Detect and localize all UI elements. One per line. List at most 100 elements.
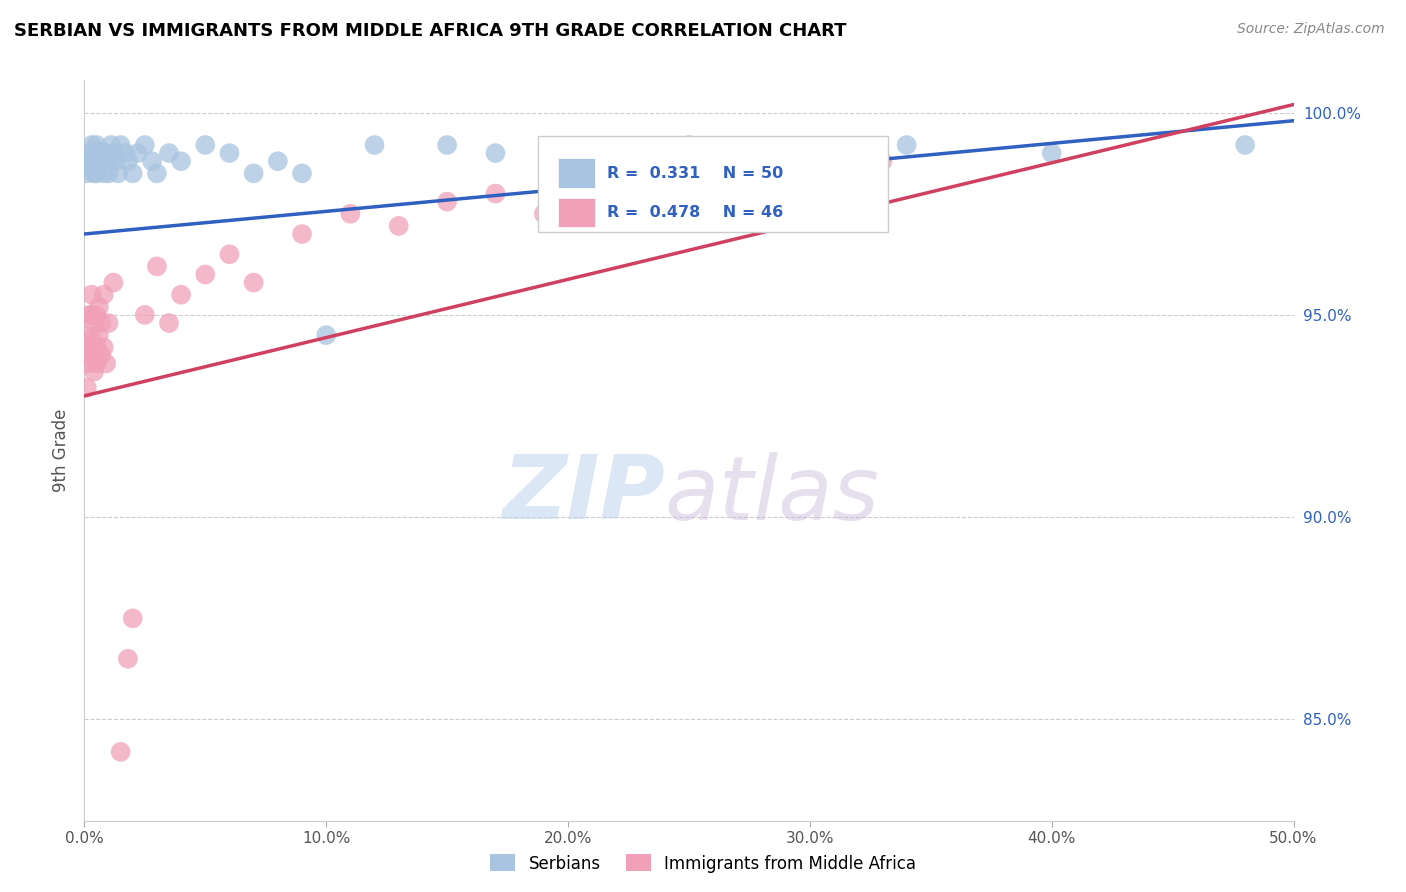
Point [86,166,108,180]
Point [114,146,136,161]
Point [86,138,108,153]
Point [157,146,180,161]
Text: R =  0.478    N = 46: R = 0.478 N = 46 [607,205,783,219]
Point [267,154,290,169]
Point [872,154,894,169]
Point [104,154,127,169]
Text: atlas: atlas [665,452,880,538]
Point [86,154,108,169]
Point [87,158,110,172]
Text: ZIP: ZIP [502,451,665,539]
Point [194,138,217,153]
Point [146,166,169,180]
Point [93,287,115,301]
Point [80,154,103,169]
Point [107,166,129,180]
Point [83,166,105,180]
Point [94,146,117,161]
Point [725,186,748,201]
Point [146,260,169,274]
Point [110,745,132,759]
Point [775,146,797,161]
Point [90,348,112,362]
Point [93,154,115,169]
Point [76,381,98,395]
Point [77,340,100,354]
Point [363,138,385,153]
Point [100,138,122,153]
Point [103,146,125,161]
Point [97,316,120,330]
Y-axis label: 9th Grade: 9th Grade [52,409,70,492]
Point [134,308,156,322]
Point [315,328,337,343]
Point [77,356,100,370]
Point [218,247,240,261]
Point [484,186,506,201]
Point [83,365,105,379]
Point [87,328,110,343]
Point [127,146,149,161]
Point [103,276,125,290]
Point [291,227,314,241]
Point [80,138,103,153]
Point [1234,138,1257,153]
Point [678,166,700,180]
Point [194,268,217,282]
Point [218,146,240,161]
Point [97,166,120,180]
Point [242,166,264,180]
Point [388,219,411,233]
Text: Source: ZipAtlas.com: Source: ZipAtlas.com [1237,22,1385,37]
Point [134,138,156,153]
Text: R =  0.331    N = 50: R = 0.331 N = 50 [607,166,783,181]
Point [76,328,98,343]
Point [436,138,458,153]
Point [557,146,579,161]
Point [630,194,652,209]
Point [533,207,555,221]
Point [121,166,143,180]
Point [242,276,264,290]
FancyBboxPatch shape [558,159,595,188]
Point [83,146,105,161]
Point [110,138,132,153]
Point [83,316,105,330]
Point [77,308,100,322]
Point [97,154,120,169]
Point [484,146,506,161]
Point [83,154,105,169]
Point [83,348,105,362]
Point [86,356,108,370]
Point [80,332,103,346]
FancyBboxPatch shape [538,136,889,232]
Point [94,356,117,370]
Point [117,154,139,169]
Point [678,138,700,153]
Point [87,300,110,314]
Point [170,287,193,301]
Legend: Serbians, Immigrants from Middle Africa: Serbians, Immigrants from Middle Africa [484,847,922,880]
FancyBboxPatch shape [558,197,595,227]
Point [291,166,314,180]
Point [799,178,821,193]
Point [141,154,163,169]
Point [93,166,115,180]
Point [86,308,108,322]
Point [90,154,112,169]
Point [80,287,103,301]
Point [1040,146,1063,161]
Point [86,340,108,354]
Point [121,611,143,625]
Point [76,166,98,180]
Point [339,207,361,221]
Point [90,316,112,330]
Point [581,178,603,193]
Point [896,138,918,153]
Point [157,316,180,330]
Point [170,154,193,169]
Point [436,194,458,209]
Point [117,652,139,666]
Point [87,146,110,161]
Point [80,308,103,322]
